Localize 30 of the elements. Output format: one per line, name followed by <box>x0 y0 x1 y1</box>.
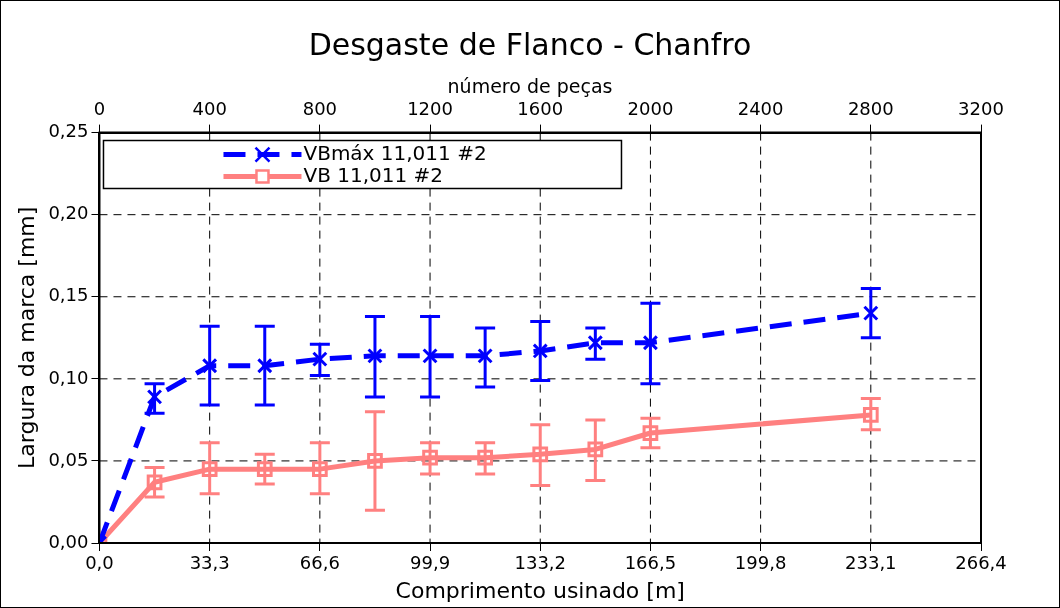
x2-tick-label: 400 <box>192 98 227 120</box>
x2-tick-label: 2000 <box>627 98 674 120</box>
y-tick-label: 0,15 <box>48 284 89 306</box>
legend-label: VBmáx 11,011 #2 <box>303 140 487 165</box>
y-tick-label: 0,20 <box>48 202 89 224</box>
y-tick-label: 0,10 <box>48 366 89 388</box>
x-axis-title: Comprimento usinado [m] <box>395 577 685 603</box>
y-tick-label: 0,25 <box>48 120 89 142</box>
x-tick-label: 99,9 <box>410 552 451 574</box>
x2-tick-label: 2400 <box>737 98 784 120</box>
x-tick-label: 166,5 <box>624 552 677 574</box>
x-tick-label: 266,4 <box>955 552 1007 574</box>
x2-tick-label: 1200 <box>407 98 453 120</box>
x-tick-label: 233,1 <box>845 552 897 574</box>
y-tick-label: 0,00 <box>48 530 89 552</box>
x-tick-label: 199,8 <box>734 552 787 574</box>
x2-axis-title: número de peças <box>446 75 614 97</box>
x-tick-label: 66,6 <box>299 552 340 574</box>
legend-label: VB 11,011 #2 <box>303 162 444 187</box>
y-axis-title: Largura da marca [mm] <box>13 206 39 469</box>
x2-tick-label: 1600 <box>517 98 564 120</box>
x2-tick-label: 0 <box>93 98 106 120</box>
x-tick-label: 133,2 <box>514 552 566 574</box>
x2-tick-label: 2800 <box>847 98 894 120</box>
chart-title: Desgaste de Flanco - Chanfro <box>307 27 753 62</box>
x2-tick-label: 3200 <box>958 98 1004 120</box>
y-tick-label: 0,05 <box>48 448 89 470</box>
x2-tick-label: 800 <box>302 98 338 120</box>
x-tick-label: 33,3 <box>189 552 230 574</box>
x-tick-label: 0,0 <box>85 552 114 574</box>
